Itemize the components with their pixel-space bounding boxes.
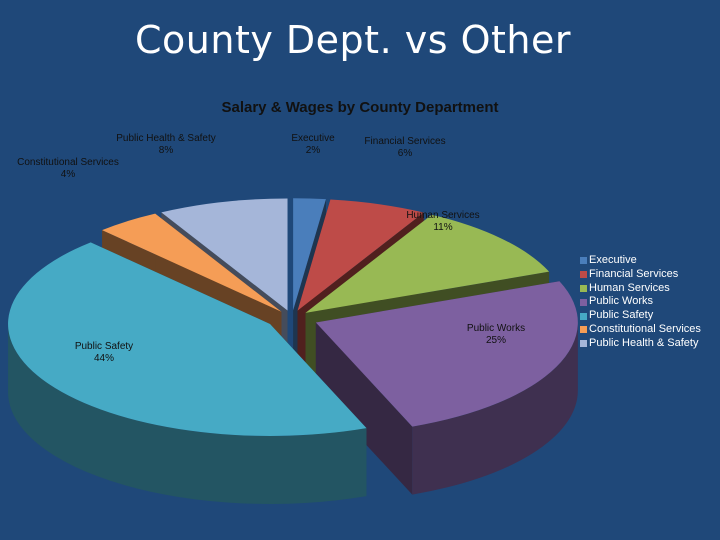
data-label-public-health-safety: Public Health & Safety bbox=[116, 133, 216, 144]
data-label-percent-human-services: 11% bbox=[433, 222, 452, 233]
slide-title: County Dept. vs Other bbox=[135, 18, 571, 62]
data-label-human-services: Human Services bbox=[406, 210, 479, 221]
legend-item-public-health-safety: Public Health & Safety bbox=[580, 337, 701, 351]
legend-swatch bbox=[580, 284, 587, 292]
data-label-percent-constitutional-services: 4% bbox=[61, 169, 76, 180]
chart-legend: Executive Financial Services Human Service… bbox=[580, 254, 701, 351]
data-label-financial-services: Financial Services bbox=[364, 136, 445, 147]
legend-label: Financial Services bbox=[589, 267, 679, 280]
data-label-public-works: Public Works bbox=[467, 323, 525, 334]
legend-item-public-safety: Public Safety bbox=[580, 309, 701, 323]
legend-swatch bbox=[580, 298, 587, 306]
legend-item-constitutional-services: Constitutional Services bbox=[580, 323, 701, 337]
data-label-executive: Executive bbox=[291, 133, 335, 144]
legend-swatch bbox=[580, 312, 587, 320]
legend-label: Constitutional Services bbox=[589, 322, 701, 335]
data-label-percent-executive: 2% bbox=[306, 145, 321, 156]
chart-title: Salary & Wages by County Department bbox=[221, 99, 499, 116]
legend-swatch bbox=[580, 326, 587, 334]
legend-swatch bbox=[580, 340, 587, 348]
data-label-public-safety: Public Safety bbox=[75, 341, 133, 352]
legend-swatch bbox=[580, 257, 587, 265]
legend-label: Public Works bbox=[589, 295, 653, 308]
legend-item-executive: Executive bbox=[580, 254, 701, 268]
pie-slice-public-works bbox=[315, 281, 578, 495]
legend-label: Public Safety bbox=[589, 309, 654, 322]
data-label-percent-public-safety: 44% bbox=[94, 353, 114, 364]
legend-label: Executive bbox=[589, 254, 637, 266]
data-label-percent-financial-services: 6% bbox=[398, 148, 413, 159]
legend-item-financial-services: Financial Services bbox=[580, 268, 701, 282]
data-label-percent-public-health-safety: 8% bbox=[159, 145, 174, 156]
data-label-percent-public-works: 25% bbox=[486, 335, 506, 346]
data-label-constitutional-services: Constitutional Services bbox=[17, 157, 119, 168]
legend-item-public-works: Public Works bbox=[580, 295, 701, 309]
legend-item-human-services: Human Services bbox=[580, 282, 701, 296]
pie-slice-public-safety bbox=[8, 242, 367, 504]
legend-label: Human Services bbox=[589, 281, 670, 294]
legend-label: Public Health & Safety bbox=[589, 336, 699, 349]
legend-swatch bbox=[580, 271, 587, 279]
